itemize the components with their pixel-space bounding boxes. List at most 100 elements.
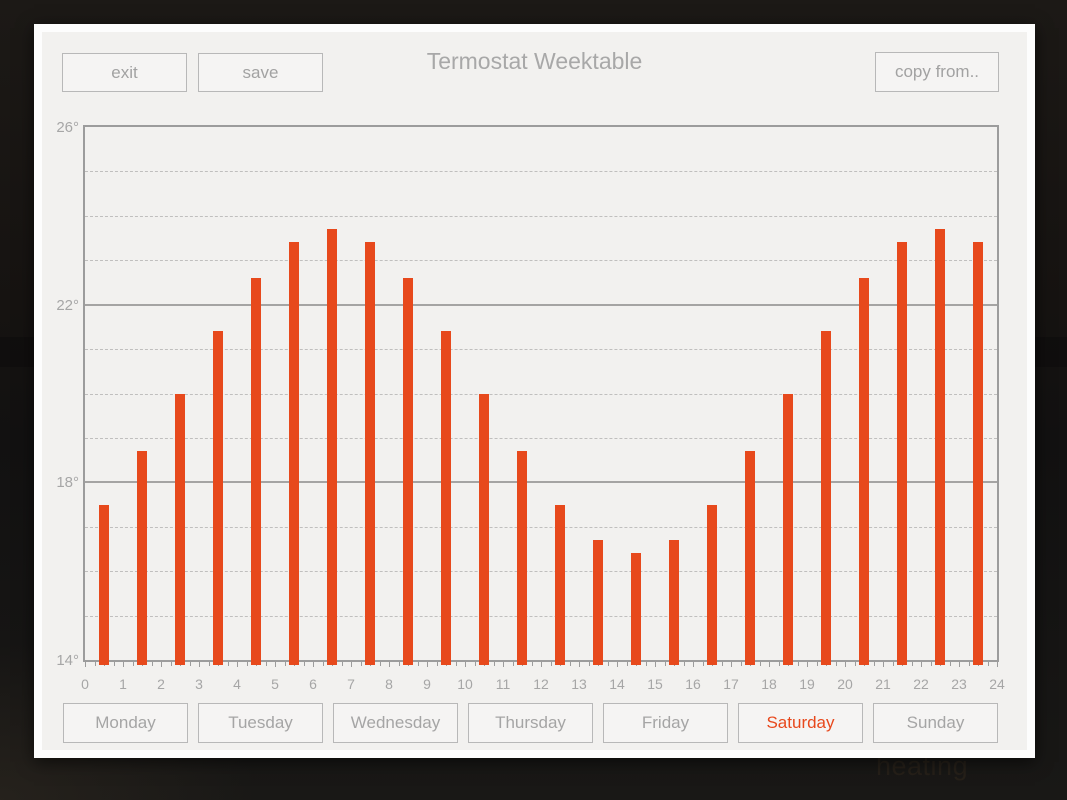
x-axis-tick [721, 662, 723, 666]
bar-hour-15[interactable] [669, 540, 679, 665]
x-axis-tick [417, 662, 419, 666]
tab-monday[interactable]: Monday [63, 703, 188, 743]
x-axis-tick [987, 662, 989, 666]
x-axis-label-20: 20 [837, 676, 853, 692]
x-axis-tick [303, 662, 305, 666]
bar-hour-16[interactable] [707, 504, 717, 665]
save-button[interactable]: save [198, 53, 323, 92]
y-axis-label-22: 22° [56, 296, 79, 314]
tab-friday[interactable]: Friday [603, 703, 728, 743]
x-axis-label-17: 17 [723, 676, 739, 692]
x-axis-tick [807, 662, 808, 667]
bar-hour-12[interactable] [555, 504, 565, 665]
x-axis-tick [227, 662, 229, 666]
x-axis-tick [379, 662, 381, 666]
x-axis-tick [455, 662, 457, 666]
bar-hour-19[interactable] [821, 331, 831, 665]
bar-hour-17[interactable] [745, 451, 755, 665]
x-axis-tick [683, 662, 685, 666]
x-axis-tick [588, 662, 590, 666]
y-axis-label-14: 14° [56, 652, 79, 669]
x-axis-tick [85, 662, 86, 667]
bar-hour-9[interactable] [441, 331, 451, 665]
x-axis-tick [512, 662, 514, 666]
x-axis-tick [541, 662, 542, 667]
x-axis-tick [759, 662, 761, 666]
gridline-15-degrees [85, 615, 997, 617]
bar-hour-23[interactable] [973, 242, 983, 665]
day-tabs: Monday Tuesday Wednesday Thursday Friday Satu… [63, 703, 998, 743]
x-axis-tick [835, 662, 837, 666]
bar-hour-0[interactable] [99, 504, 109, 665]
bar-hour-20[interactable] [859, 278, 869, 665]
x-axis-tick [284, 662, 286, 666]
bar-hour-13[interactable] [593, 540, 603, 665]
x-axis-tick [968, 662, 970, 666]
x-axis-tick [930, 662, 932, 666]
x-axis-tick [702, 662, 704, 666]
x-axis-tick [351, 662, 352, 667]
x-axis-tick [645, 662, 647, 666]
x-axis-tick [474, 662, 476, 666]
x-axis-tick [769, 662, 770, 667]
tab-thursday[interactable]: Thursday [468, 703, 593, 743]
x-axis-tick [873, 662, 875, 666]
page-title: Termostat Weektable [426, 48, 643, 74]
gridline-19-degrees [85, 437, 997, 439]
gridline-17-degrees [85, 526, 997, 528]
exit-button[interactable]: exit [62, 53, 187, 92]
x-axis-tick [617, 662, 618, 667]
x-axis-label-15: 15 [647, 676, 663, 692]
tab-saturday[interactable]: Saturday [738, 703, 863, 743]
copy-from-button[interactable]: copy from.. [875, 52, 999, 92]
tab-wednesday[interactable]: Wednesday [333, 703, 458, 743]
x-axis-tick [313, 662, 314, 667]
x-axis-label-9: 9 [423, 676, 431, 692]
bar-hour-21[interactable] [897, 242, 907, 665]
bar-hour-1[interactable] [137, 451, 147, 665]
x-axis-tick [797, 662, 799, 666]
x-axis-tick [626, 662, 628, 666]
x-axis-label-13: 13 [571, 676, 587, 692]
tab-sunday[interactable]: Sunday [873, 703, 998, 743]
bar-hour-3[interactable] [213, 331, 223, 665]
x-axis-tick [579, 662, 580, 667]
x-axis-tick [113, 662, 115, 666]
bar-hour-8[interactable] [403, 278, 413, 665]
x-axis-tick [892, 662, 894, 666]
gridline-25-degrees [85, 171, 997, 173]
bar-hour-11[interactable] [517, 451, 527, 665]
bar-hour-4[interactable] [251, 278, 261, 665]
bar-hour-6[interactable] [327, 229, 337, 665]
chart-plot-area[interactable]: 26° 22° 18° 14° 0 1 2 3 4 5 6 7 8 9 10 11 12 13 14 15 16 17 18… [56, 119, 1004, 692]
x-axis-label-19: 19 [799, 676, 815, 692]
x-axis-label-0: 0 [81, 676, 89, 692]
x-axis-tick [199, 662, 200, 667]
bar-hour-2[interactable] [175, 393, 185, 665]
x-axis-label-7: 7 [347, 676, 355, 692]
x-axis-tick [740, 662, 742, 666]
bar-hour-18[interactable] [783, 393, 793, 665]
gridline-21-degrees [85, 349, 997, 351]
bar-hour-22[interactable] [935, 229, 945, 665]
gridline-24-degrees [85, 215, 997, 217]
tab-tuesday[interactable]: Tuesday [198, 703, 323, 743]
x-axis-tick [322, 662, 324, 666]
bar-hour-7[interactable] [365, 242, 375, 665]
x-axis-label-21: 21 [875, 676, 891, 692]
y-axis-label-18: 18° [56, 474, 79, 492]
x-axis-tick [997, 662, 998, 667]
gridline-16-degrees [85, 571, 997, 573]
x-axis-tick [569, 662, 571, 666]
x-axis-tick [693, 662, 694, 667]
x-axis-label-12: 12 [533, 676, 549, 692]
x-axis-tick [883, 662, 884, 667]
x-axis-label-3: 3 [195, 676, 203, 692]
bar-hour-10[interactable] [479, 393, 489, 665]
x-axis-label-18: 18 [761, 676, 777, 692]
x-axis-tick [664, 662, 666, 666]
bar-hour-5[interactable] [289, 242, 299, 665]
x-axis-label-16: 16 [685, 676, 701, 692]
x-axis-label-24: 24 [989, 676, 1005, 692]
bar-hour-14[interactable] [631, 553, 641, 665]
